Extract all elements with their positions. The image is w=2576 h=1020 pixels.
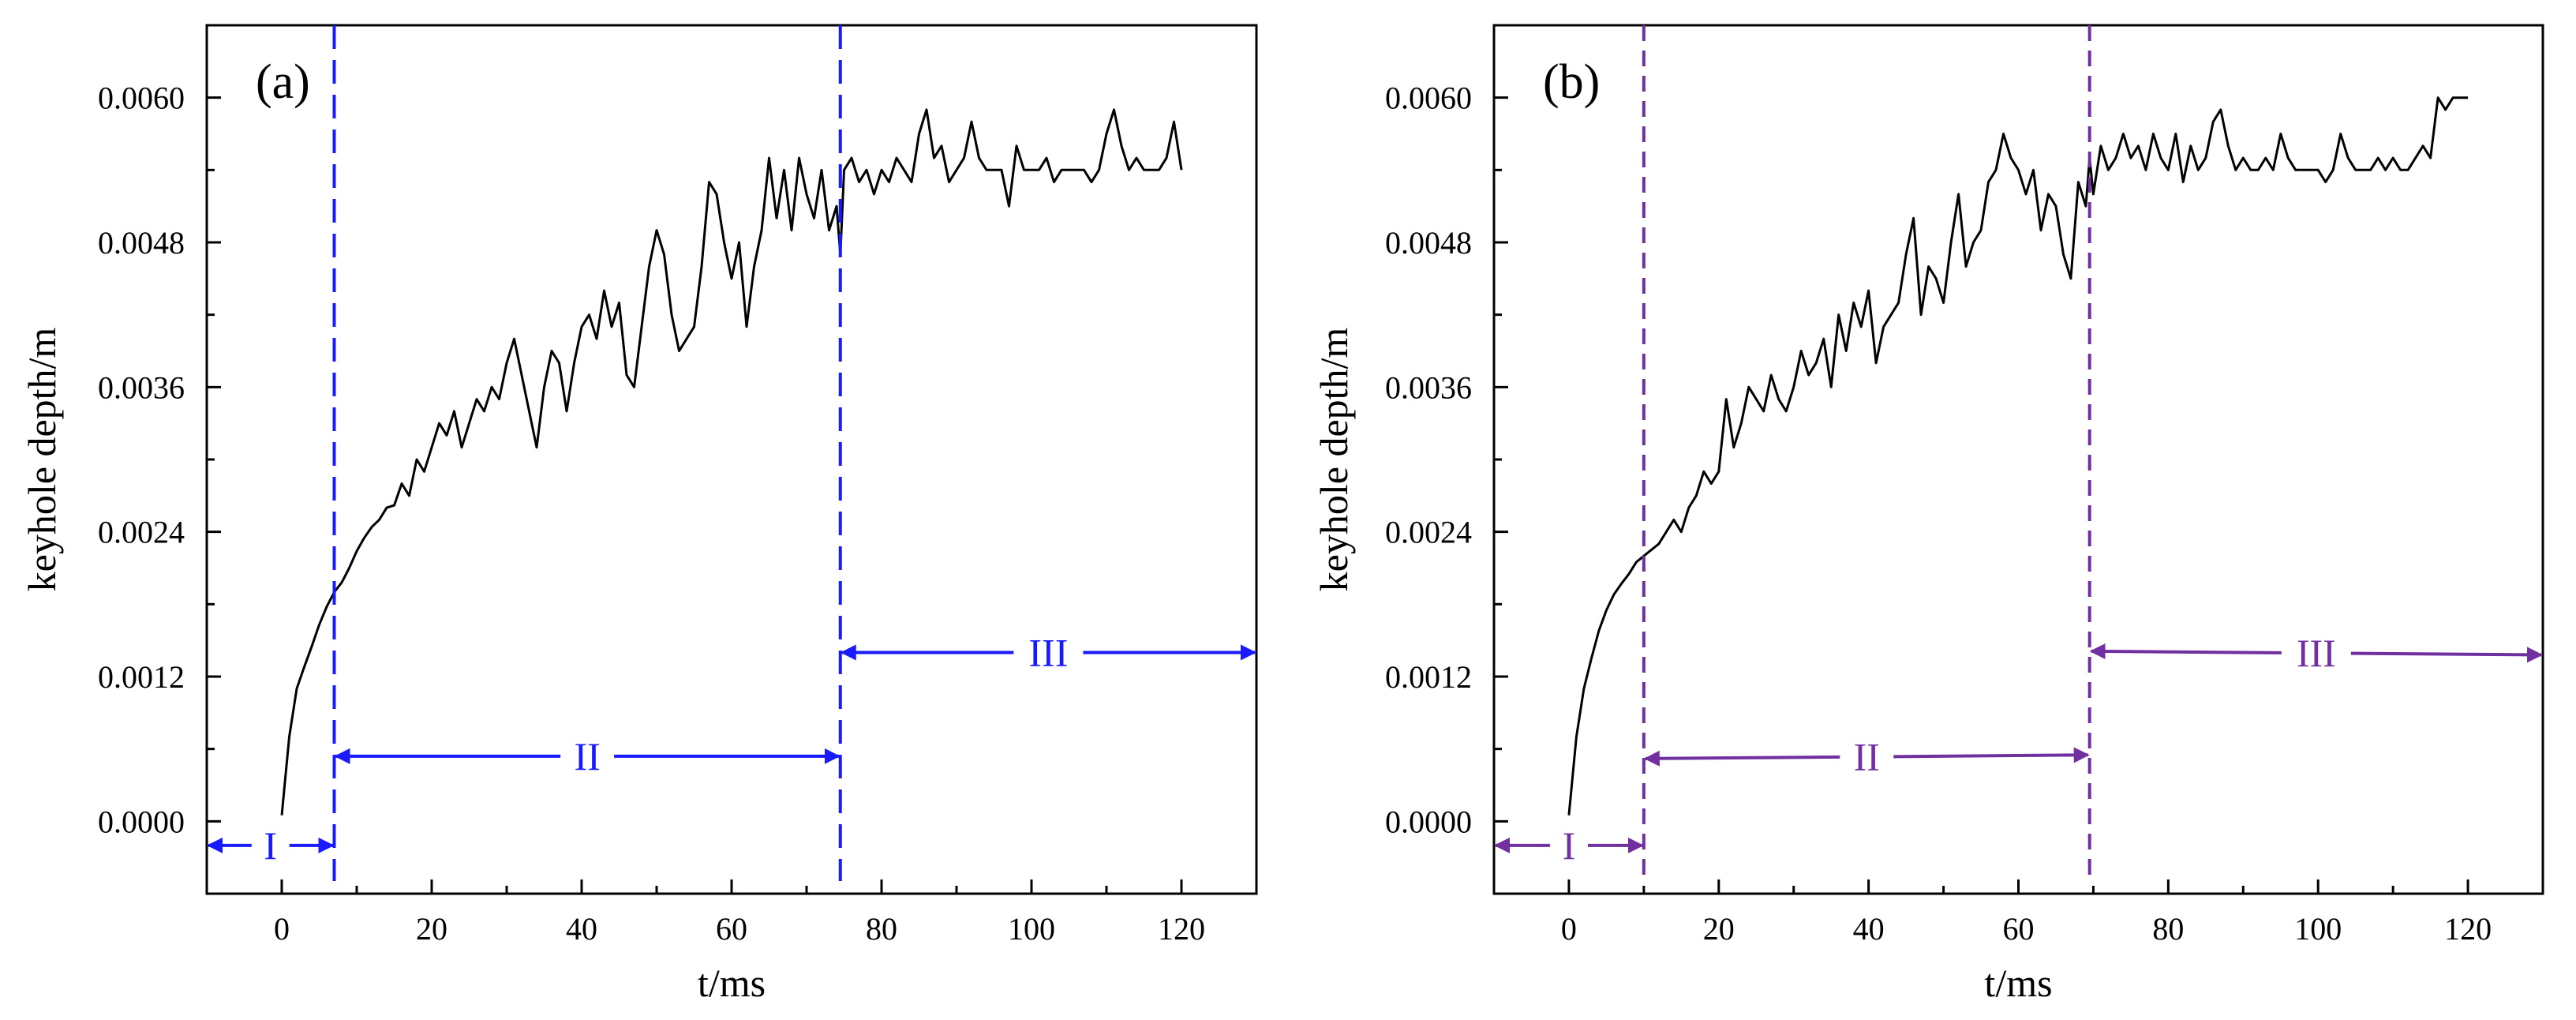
- y-tick-label: 0.0024: [98, 515, 185, 550]
- y-tick-label: 0.0000: [98, 804, 185, 839]
- x-tick-label: 80: [866, 911, 897, 947]
- panel-b: 0 20 40 60 80 100 120 0.0000 0.0012 0.0024 0.0036 0…: [1312, 24, 2544, 1005]
- stage-label-backdrop: [1013, 632, 1084, 673]
- panel-label: (a): [256, 55, 310, 109]
- x-tick-label: 20: [416, 911, 447, 947]
- y-tick-label: 0.0048: [98, 225, 185, 261]
- stage-label: III: [2297, 631, 2336, 675]
- stage-label: II: [1854, 735, 1880, 779]
- y-axis-title: keyhole depth/m: [20, 328, 64, 592]
- x-tick-label: 80: [2152, 911, 2184, 947]
- stage-label-backdrop: [1840, 736, 1894, 778]
- x-tick-label: 100: [2294, 911, 2342, 947]
- x-tick-label: 60: [716, 911, 747, 947]
- panel-a: 0 20 40 60 80 100 120 0.0000 0.0012 0.0024 0.0036 0…: [20, 24, 1258, 1005]
- plot-frame: [205, 24, 1258, 895]
- x-tick-label: 0: [274, 911, 290, 947]
- stage-label-backdrop: [251, 824, 290, 866]
- x-tick-label: 60: [2003, 911, 2035, 947]
- y-tick-label: 0.0060: [98, 81, 185, 116]
- stage-label-backdrop: [560, 735, 615, 777]
- x-tick-label: 0: [1561, 911, 1577, 947]
- stage-label: II: [574, 734, 600, 778]
- y-tick-label: 0.0012: [98, 659, 185, 695]
- y-tick-label: 0.0036: [98, 369, 185, 405]
- stage-label: III: [1028, 630, 1068, 674]
- x-axis-title: t/ms: [1984, 961, 2052, 1005]
- series-line: [1567, 96, 2469, 816]
- plot-frame: [1492, 24, 2544, 895]
- x-tick-label: 120: [1158, 911, 1205, 947]
- y-tick-label: 0.0036: [1385, 369, 1472, 405]
- x-tick-label: 120: [2444, 911, 2492, 947]
- y-tick-label: 0.0000: [1385, 804, 1472, 839]
- stage-label: I: [1563, 823, 1576, 868]
- series-line: [280, 108, 1183, 816]
- stage-label-backdrop: [1549, 824, 1588, 866]
- y-tick-label: 0.0024: [1385, 515, 1472, 550]
- y-tick-label: 0.0012: [1385, 659, 1472, 695]
- x-axis-title: t/ms: [698, 961, 766, 1005]
- x-tick-label: 40: [566, 911, 597, 947]
- x-tick-label: 100: [1008, 911, 1055, 947]
- x-tick-label: 40: [1853, 911, 1885, 947]
- y-tick-label: 0.0048: [1385, 225, 1472, 261]
- panel-label: (b): [1543, 55, 1600, 109]
- y-axis-title: keyhole depth/m: [1312, 328, 1356, 592]
- x-tick-label: 20: [1703, 911, 1735, 947]
- stage-label: I: [264, 823, 277, 868]
- stage-label-backdrop: [2281, 632, 2351, 674]
- y-tick-label: 0.0060: [1385, 81, 1472, 116]
